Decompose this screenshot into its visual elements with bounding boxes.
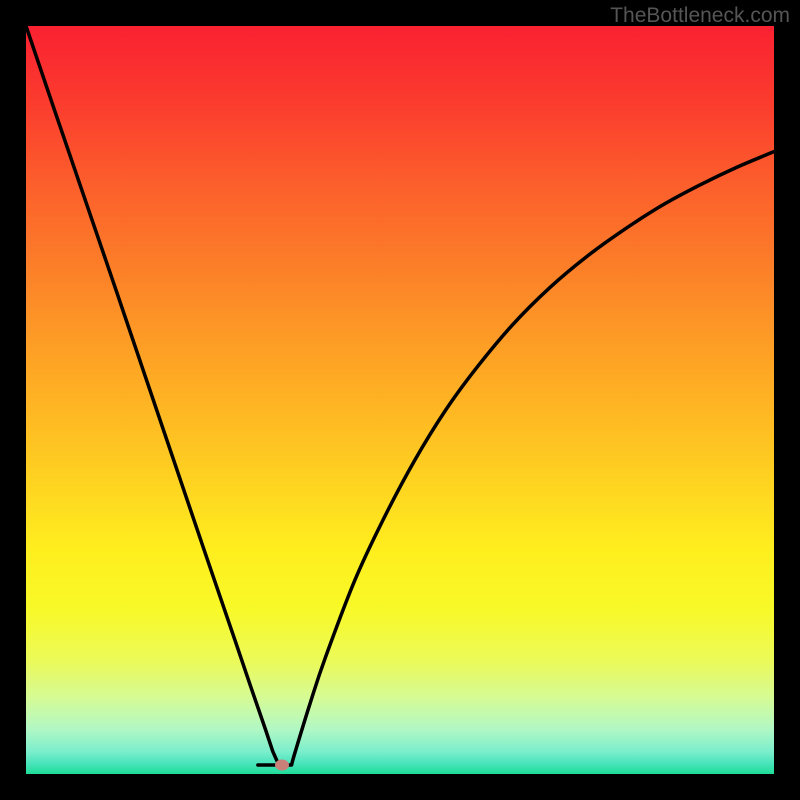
plot-area (26, 26, 774, 774)
watermark-text: TheBottleneck.com (610, 4, 790, 28)
chart-svg (26, 26, 774, 774)
gradient-background (26, 26, 774, 774)
minimum-marker (275, 760, 289, 771)
